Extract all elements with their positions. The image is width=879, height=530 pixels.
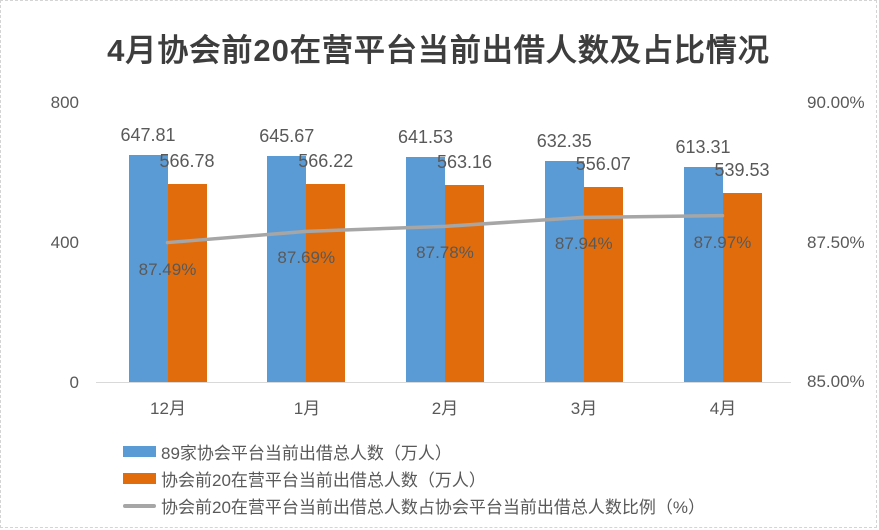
bar-blue-3月 [544, 160, 584, 382]
bar-blue-12月 [128, 155, 168, 382]
legend-item-ratio-line: 协会前20在营平台当前出借总人数占协会平台当前出借总人数比例（%） [123, 492, 705, 519]
line-series-swatch-icon [123, 503, 156, 508]
bar-orange-2月 [445, 184, 484, 382]
right-axis-tick: 87.50% [807, 233, 865, 252]
blue-series-swatch-icon [123, 446, 156, 457]
x-category-label: 3月 [570, 399, 598, 418]
x-category-label: 1月 [293, 399, 321, 418]
data-label: 641.53 [397, 127, 454, 148]
x-axis-line [96, 382, 791, 383]
x-category-label: 2月 [431, 399, 459, 418]
bar-blue-4月 [683, 167, 723, 382]
legend-label: 89家协会平台当前出借总人数（万人） [161, 444, 452, 463]
legend-label: 协会前20在营平台当前出借总人数占协会平台当前出借总人数比例（%） [161, 498, 706, 517]
data-label: 87.94% [554, 234, 613, 254]
data-label: 87.49% [138, 259, 197, 279]
data-label: 632.35 [536, 130, 592, 151]
left-axis-tick: 0 [69, 373, 79, 392]
data-label: 563.16 [436, 151, 493, 172]
legend: 89家协会平台当前出借总人数（万人） 协会前20在营平台当前出借总人数（万人） … [123, 438, 705, 519]
bar-orange-12月 [167, 183, 207, 382]
x-category-label: 4月 [709, 399, 737, 418]
data-label: 566.78 [159, 150, 215, 171]
right-axis-tick: 90.00% [807, 93, 865, 112]
data-label: 566.22 [298, 150, 354, 171]
data-label: 613.31 [675, 137, 731, 158]
data-label: 87.78% [416, 243, 474, 263]
bar-orange-4月 [722, 193, 762, 382]
bar-blue-2月 [406, 157, 445, 382]
left-axis-tick: 800 [50, 93, 79, 112]
data-label: 556.07 [575, 154, 631, 175]
legend-item-blue-series: 89家协会平台当前出借总人数（万人） [123, 438, 705, 465]
bar-blue-1月 [267, 156, 307, 382]
data-label: 87.69% [277, 248, 336, 268]
data-label: 647.81 [120, 125, 176, 146]
data-label: 539.53 [714, 160, 770, 181]
orange-series-swatch-icon [123, 473, 156, 484]
data-label: 87.97% [693, 232, 752, 252]
bar-orange-3月 [583, 187, 623, 382]
legend-label: 协会前20在营平台当前出借总人数（万人） [161, 471, 486, 490]
bar-orange-1月 [306, 183, 346, 382]
right-axis-tick: 85.00% [807, 372, 865, 391]
chart-title: 4月协会前20在营平台当前出借人数及占比情况 [107, 33, 770, 68]
legend-item-orange-series: 协会前20在营平台当前出借总人数（万人） [123, 465, 705, 492]
left-axis-tick: 400 [50, 233, 79, 252]
data-label: 645.67 [259, 126, 315, 146]
x-category-label: 12月 [150, 399, 186, 418]
